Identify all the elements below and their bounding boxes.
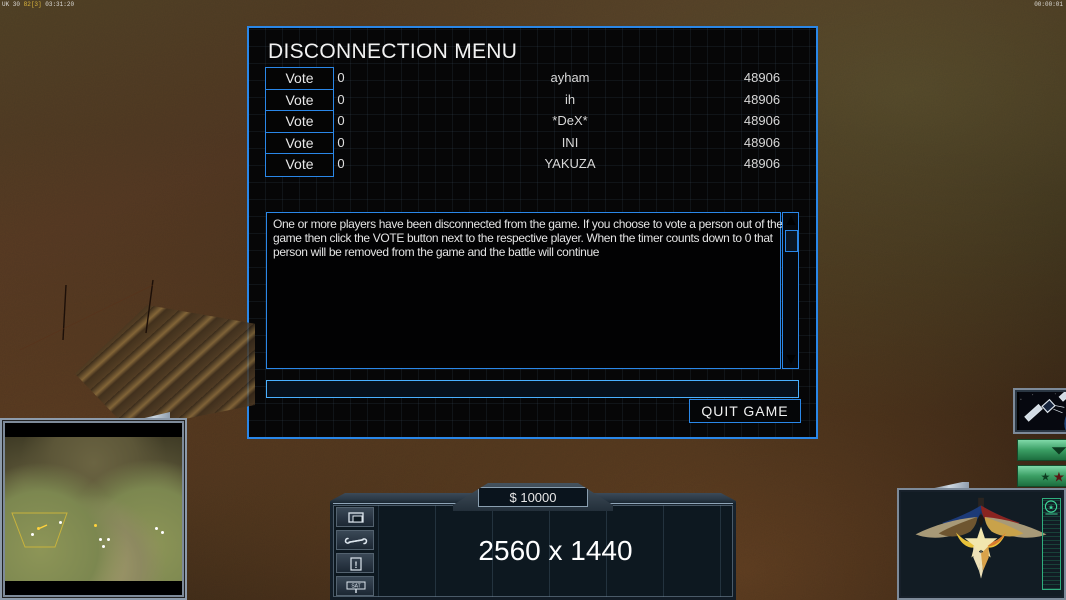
svg-text:★: ★	[1048, 503, 1054, 511]
svg-text:!: !	[355, 560, 358, 570]
svg-text:★: ★	[1040, 472, 1050, 484]
svg-text:★: ★	[1053, 469, 1065, 484]
svg-text:SAT: SAT	[351, 584, 360, 590]
